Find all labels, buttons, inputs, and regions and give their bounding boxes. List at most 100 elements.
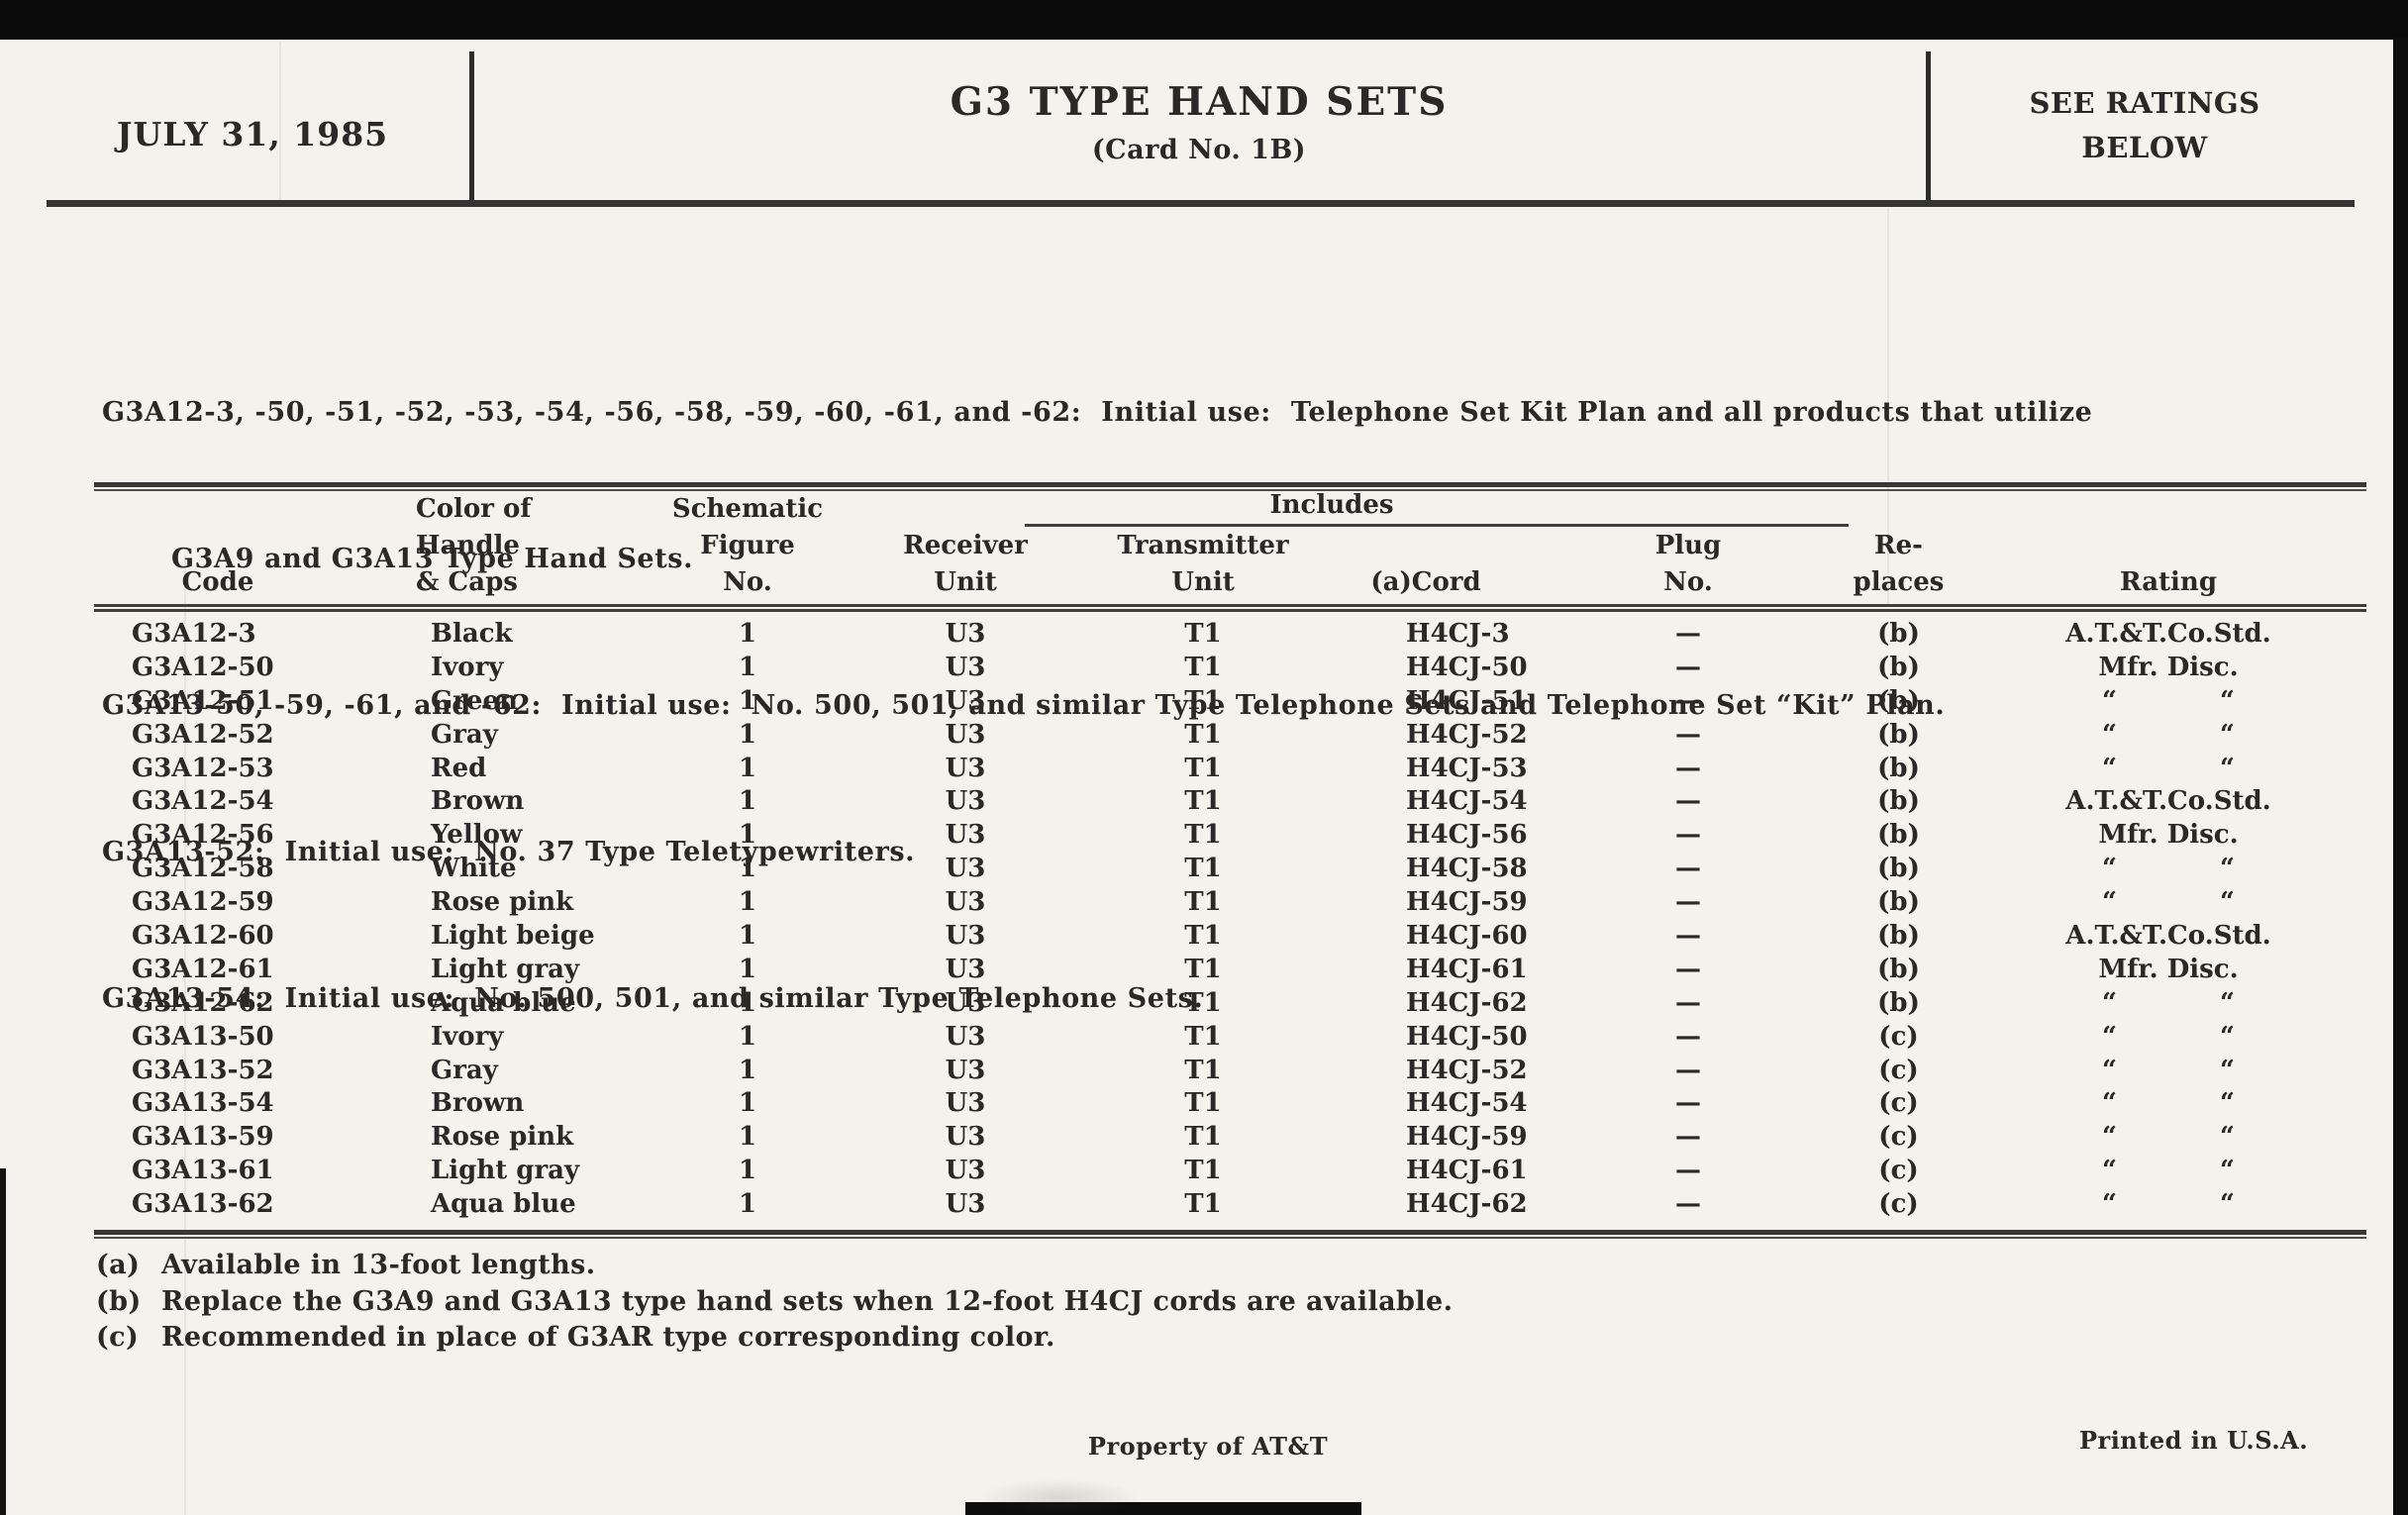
cell-receiver-unit: U3 — [945, 954, 986, 984]
cell-cord: H4CJ-50 — [1406, 1021, 1528, 1052]
table-row: G3A12-61 Light gray 1 U3 T1 H4CJ-61 — (b… — [94, 954, 2366, 987]
printed-notice: Printed in U.S.A. — [2079, 1426, 2309, 1455]
cell-receiver-unit: U3 — [945, 619, 986, 649]
footnotes: (a) Available in 13-foot lengths. (b) Re… — [96, 1248, 1453, 1357]
col-header-color-line: Handle — [416, 531, 520, 560]
cell-replaces: (b) — [1877, 820, 1920, 851]
table-row: G3A13-54 Brown 1 U3 T1 H4CJ-54 — (c) “ “ — [94, 1087, 2366, 1121]
initial-use-notes: G3A12-3, -50, -51, -52, -53, -54, -56, -… — [102, 248, 2092, 1090]
cell-rating: “ “ — [2102, 719, 2235, 750]
cell-plug-no: — — [1675, 921, 1701, 952]
cell-transmitter-unit: T1 — [1184, 854, 1222, 884]
footnote: (a) Available in 13-foot lengths. — [96, 1248, 1453, 1284]
col-header-rating: Rating — [2119, 567, 2218, 597]
cell-rating: “ “ — [2102, 1088, 2235, 1119]
cell-plug-no: — — [1675, 1189, 1701, 1220]
cell-receiver-unit: U3 — [945, 753, 986, 783]
masthead-rule — [47, 200, 2355, 207]
cell-code: G3A12-50 — [132, 652, 274, 682]
col-header-code: Code — [181, 567, 254, 597]
property-notice: Property of AT&T — [1087, 1432, 1329, 1461]
col-header-transmitter: Transmitter Unit — [1104, 528, 1302, 605]
cell-cord: H4CJ-51 — [1406, 685, 1528, 716]
table-row: G3A12-52 Gray 1 U3 T1 H4CJ-52 — (b) “ “ — [94, 719, 2366, 753]
cell-rating: Mfr. Disc. — [2098, 820, 2239, 851]
cell-schematic-figure: 1 — [738, 987, 757, 1018]
cell-cord: H4CJ-52 — [1406, 1055, 1528, 1085]
table-row: G3A13-52 Gray 1 U3 T1 H4CJ-52 — (c) “ “ — [94, 1055, 2366, 1088]
cell-transmitter-unit: T1 — [1184, 1055, 1222, 1085]
cell-receiver-unit: U3 — [945, 1122, 986, 1153]
table-row: G3A13-62 Aqua blue 1 U3 T1 H4CJ-62 — (c)… — [94, 1188, 2366, 1222]
cell-cord: H4CJ-54 — [1406, 1088, 1528, 1119]
col-header-receiver-line: Unit — [934, 567, 997, 597]
cell-plug-no: — — [1675, 652, 1701, 682]
col-header-schematic: Schematic Figure No. — [668, 491, 827, 605]
cell-plug-no: — — [1675, 1088, 1701, 1119]
cell-transmitter-unit: T1 — [1184, 685, 1222, 716]
table-row: G3A13-61 Light gray 1 U3 T1 H4CJ-61 — (c… — [94, 1155, 2366, 1188]
cell-schematic-figure: 1 — [738, 619, 757, 649]
table-row: G3A12-56 Yellow 1 U3 T1 H4CJ-56 — (b) Mf… — [94, 819, 2366, 853]
cell-plug-no: — — [1675, 1055, 1701, 1085]
paper-crease — [1887, 208, 1889, 604]
cell-receiver-unit: U3 — [945, 854, 986, 884]
cell-cord: H4CJ-52 — [1406, 719, 1528, 750]
col-header-schematic-line: No. — [723, 567, 772, 597]
col-header-plug-line: No. — [1663, 567, 1713, 597]
footnote-text: Available in 13-foot lengths. — [161, 1250, 596, 1280]
cell-rating: “ “ — [2102, 753, 2235, 783]
cell-rating: “ “ — [2102, 987, 2235, 1018]
cell-rating: “ “ — [2102, 1055, 2235, 1085]
cell-replaces: (b) — [1877, 652, 1920, 682]
col-header-color: Color of Handle & Caps — [342, 491, 668, 605]
card-number: (Card No. 1B) — [1091, 135, 1307, 165]
cell-transmitter-unit: T1 — [1184, 954, 1222, 984]
cell-replaces: (b) — [1877, 719, 1920, 750]
scan-border-right — [2393, 38, 2408, 1515]
table-top-rule — [94, 482, 2366, 491]
col-header-schematic-line: Figure — [700, 531, 795, 560]
cell-plug-no: — — [1675, 1122, 1701, 1153]
scan-border-top — [0, 0, 2408, 40]
cell-code: G3A12-60 — [132, 921, 274, 952]
cell-receiver-unit: U3 — [945, 719, 986, 750]
cell-schematic-figure: 1 — [738, 1122, 757, 1153]
cell-transmitter-unit: T1 — [1184, 887, 1222, 918]
scan-border-left — [0, 1168, 6, 1515]
issue-date: JULY 31, 1985 — [116, 115, 389, 153]
cell-replaces: (c) — [1878, 1055, 1919, 1085]
includes-spanner-rule — [1025, 524, 1849, 527]
cell-color: Aqua blue — [431, 987, 576, 1018]
cell-color: Red — [431, 753, 487, 783]
initial-use-line: G3A13-50, -59, -61, and -62: Initial use… — [102, 690, 1946, 721]
table-row: G3A13-59 Rose pink 1 U3 T1 H4CJ-59 — (c)… — [94, 1121, 2366, 1155]
cell-schematic-figure: 1 — [738, 1055, 757, 1085]
table-row: G3A12-50 Ivory 1 U3 T1 H4CJ-50 — (b) Mfr… — [94, 652, 2366, 685]
cell-replaces: (c) — [1878, 1189, 1919, 1220]
cell-receiver-unit: U3 — [945, 887, 986, 918]
footnote-label: (c) — [96, 1322, 140, 1353]
cell-color: Rose pink — [431, 1122, 574, 1153]
cell-color: Green — [431, 685, 518, 716]
cell-cord: H4CJ-56 — [1406, 820, 1528, 851]
table-row: G3A12-60 Light beige 1 U3 T1 H4CJ-60 — (… — [94, 920, 2366, 954]
cell-cord: H4CJ-62 — [1406, 1189, 1528, 1220]
cell-code: G3A12-61 — [132, 954, 274, 984]
cell-schematic-figure: 1 — [738, 921, 757, 952]
cell-plug-no: — — [1675, 954, 1701, 984]
cell-transmitter-unit: T1 — [1184, 1088, 1222, 1119]
cell-rating: “ “ — [2102, 685, 2235, 716]
table-row: G3A12-3 Black 1 U3 T1 H4CJ-3 — (b) A.T.&… — [94, 618, 2366, 652]
cell-plug-no: — — [1675, 887, 1701, 918]
cell-rating: “ “ — [2102, 1021, 2235, 1052]
cell-replaces: (b) — [1877, 753, 1920, 783]
col-header-color-line: & Caps — [416, 567, 518, 597]
cell-schematic-figure: 1 — [738, 887, 757, 918]
cell-color: Ivory — [431, 1021, 504, 1052]
cell-transmitter-unit: T1 — [1184, 1189, 1222, 1220]
cell-replaces: (c) — [1878, 1021, 1919, 1052]
footnote: (b) Replace the G3A9 and G3A13 type hand… — [96, 1284, 1453, 1321]
cell-rating: “ “ — [2102, 1189, 2235, 1220]
cell-transmitter-unit: T1 — [1184, 753, 1222, 783]
